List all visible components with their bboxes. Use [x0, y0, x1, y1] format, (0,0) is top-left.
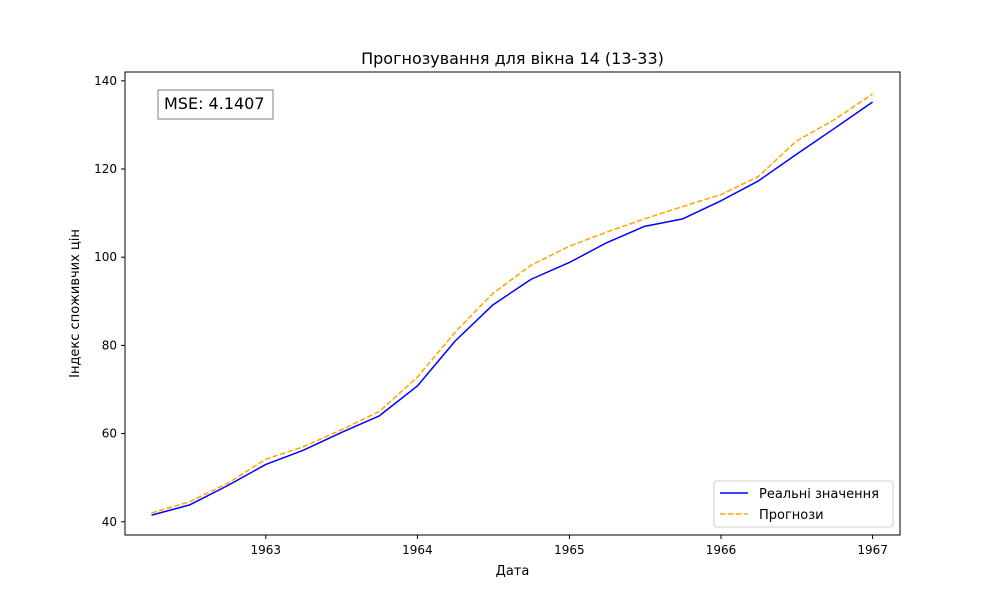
y-tick-label: 80 — [102, 338, 117, 352]
x-tick-label: 1963 — [251, 543, 282, 557]
mse-annotation: MSE: 4.1407 — [157, 89, 274, 120]
mse-box — [157, 89, 274, 120]
x-tick-label: 1967 — [857, 543, 888, 557]
x-tick-label: 1964 — [402, 543, 433, 557]
x-axis: 1963 1964 1965 1966 1967 — [251, 535, 888, 557]
legend-box — [713, 480, 894, 528]
y-tick-label: 120 — [94, 162, 117, 176]
plot-lines — [151, 93, 874, 516]
series-line-1 — [151, 101, 874, 516]
y-tick-label: 100 — [94, 250, 117, 264]
y-tick-label: 40 — [102, 515, 117, 529]
x-tick-label: 1966 — [706, 543, 737, 557]
chart-title: Прогнозування для вікна 14 (13-33) — [361, 49, 664, 68]
legend-label-1: Реальні значення — [759, 487, 879, 502]
plot-frame — [124, 71, 901, 536]
x-axis-label: Дата — [496, 564, 530, 579]
x-tick-label: 1965 — [554, 543, 585, 557]
y-tick-label: 140 — [94, 74, 117, 88]
y-axis-label: Індекс споживчих цін — [68, 229, 83, 378]
legend-label-2: Прогнози — [759, 508, 824, 523]
legend: Реальні значення Прогнози — [713, 480, 894, 528]
y-tick-label: 60 — [102, 427, 117, 441]
y-axis: 40 60 80 100 120 140 — [94, 74, 125, 529]
mse-text: MSE: 4.1407 — [164, 94, 265, 113]
series-line-2 — [151, 93, 874, 514]
